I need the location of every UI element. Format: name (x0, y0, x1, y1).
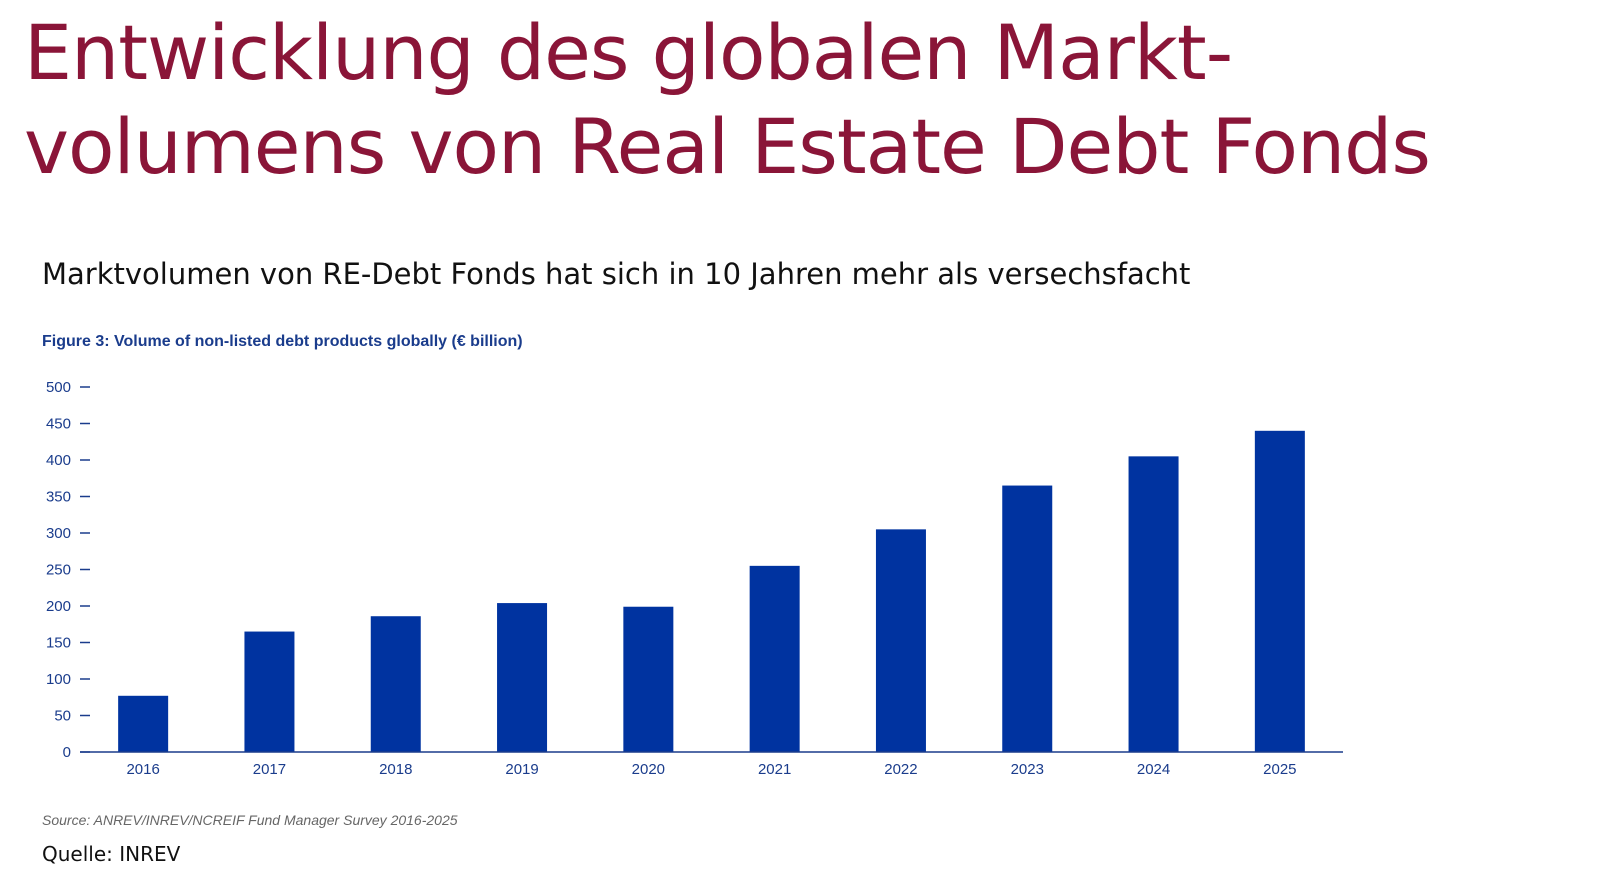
bar-2017 (244, 631, 295, 752)
bar-2020 (623, 606, 674, 752)
bar-2019 (497, 603, 548, 752)
bar-2018 (370, 616, 421, 752)
y-tick-label: 200 (46, 598, 71, 615)
y-tick-label: 350 (46, 489, 71, 506)
y-tick-label: 250 (46, 562, 71, 579)
x-tick-label: 2016 (126, 761, 159, 778)
x-tick-label: 2018 (379, 761, 412, 778)
y-tick-label: 450 (46, 416, 71, 433)
bar-2022 (875, 529, 926, 752)
x-tick-label: 2025 (1263, 761, 1296, 778)
x-tick-label: 2021 (758, 761, 791, 778)
x-tick-label: 2023 (1011, 761, 1044, 778)
x-tick-label: 2022 (884, 761, 917, 778)
chart-source-note: Source: ANREV/INREV/NCREIF Fund Manager … (42, 812, 458, 828)
bar-2016 (118, 695, 169, 752)
y-tick-label: 150 (46, 635, 71, 652)
x-tick-label: 2017 (253, 761, 286, 778)
y-tick-label: 500 (46, 379, 71, 396)
bar-2021 (749, 565, 800, 752)
y-tick-label: 50 (54, 708, 71, 725)
bar-2023 (1002, 485, 1053, 752)
x-tick-label: 2019 (505, 761, 538, 778)
bar-2024 (1128, 456, 1179, 752)
y-tick-label: 100 (46, 671, 71, 688)
x-tick-label: 2024 (1137, 761, 1170, 778)
slide-title: Entwicklung des globalen Markt-volumens … (24, 8, 1431, 191)
y-axis: 0 50 100 150 200 250 300 350 400 450 500 (46, 379, 90, 761)
bar-series (118, 430, 1305, 752)
footer-source: Quelle: INREV (42, 842, 181, 866)
y-tick-label: 400 (46, 452, 71, 469)
chart-title: Figure 3: Volume of non-listed debt prod… (42, 333, 523, 350)
x-tick-label: 2020 (632, 761, 665, 778)
slide-subtitle: Marktvolumen von RE-Debt Fonds hat sich … (42, 257, 1191, 291)
x-axis: 2016 2017 2018 2019 2020 2021 2022 2023 2024 2025 (80, 751, 1343, 778)
bar-2025 (1254, 430, 1305, 752)
y-tick-label: 0 (63, 744, 71, 761)
y-tick-label: 300 (46, 525, 71, 542)
